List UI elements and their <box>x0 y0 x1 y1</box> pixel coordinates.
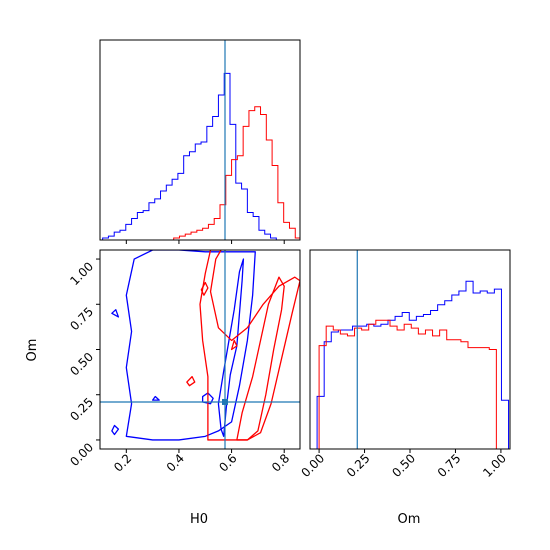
contour-series-1-outer-1 <box>199 250 300 441</box>
joint-truth-marker <box>222 398 228 405</box>
contour-series-0-island-2 <box>201 392 214 405</box>
xlabel-om: Om <box>398 512 421 527</box>
om-xtick-label-3: 0.75 <box>435 451 464 480</box>
om-xtick-label-4: 1.00 <box>480 451 509 480</box>
panel-h0-histogram <box>99 39 301 244</box>
contour-series-1-inner-0 <box>236 276 285 441</box>
joint-ytick-label-4: 1.00 <box>67 259 96 288</box>
om-hist-frame <box>309 249 511 450</box>
om-xtick-label-1: 0.25 <box>344 451 373 480</box>
joint-ytick-label-1: 0.25 <box>67 395 96 424</box>
contour-series-0-island-5 <box>111 309 120 318</box>
contour-series-1-island-3 <box>186 375 196 387</box>
ylabel-om: Om <box>25 339 40 362</box>
joint-xtick-label-1: 0.4 <box>164 451 187 474</box>
h0-hist-series-1 <box>173 106 300 240</box>
om-hist-series-0 <box>310 280 510 449</box>
joint-ytick-label-2: 0.50 <box>67 350 96 379</box>
joint-xtick-label-0: 0.2 <box>111 451 134 474</box>
contour-series-1-island-2 <box>200 281 209 296</box>
contour-series-0-island-4 <box>151 395 160 401</box>
contour-series-0-inner-0 <box>217 258 245 437</box>
panel-om-histogram: 0.00 0.25 0.50 0.75 1.00 <box>298 249 511 480</box>
joint-xtick-label-2: 0.6 <box>216 451 239 474</box>
panel-joint-h0-om: 0.2 0.4 0.6 0.8 0.00 0.25 0.50 0.75 1.00 <box>67 249 301 475</box>
contour-series-1-island-4 <box>230 339 238 351</box>
h0-hist-series-0 <box>102 72 283 240</box>
xlabel-h0: H0 <box>190 512 208 527</box>
joint-xtick-label-3: 0.8 <box>269 451 292 474</box>
om-xtick-label-2: 0.50 <box>389 451 418 480</box>
contour-series-0-island-3 <box>111 424 120 436</box>
h0-hist-frame <box>99 39 301 241</box>
joint-ytick-label-0: 0.00 <box>67 440 96 469</box>
joint-ytick-label-3: 0.75 <box>67 304 96 333</box>
om-hist-series-1 <box>318 319 504 449</box>
om-xtick-label-0: 0.00 <box>298 451 327 480</box>
